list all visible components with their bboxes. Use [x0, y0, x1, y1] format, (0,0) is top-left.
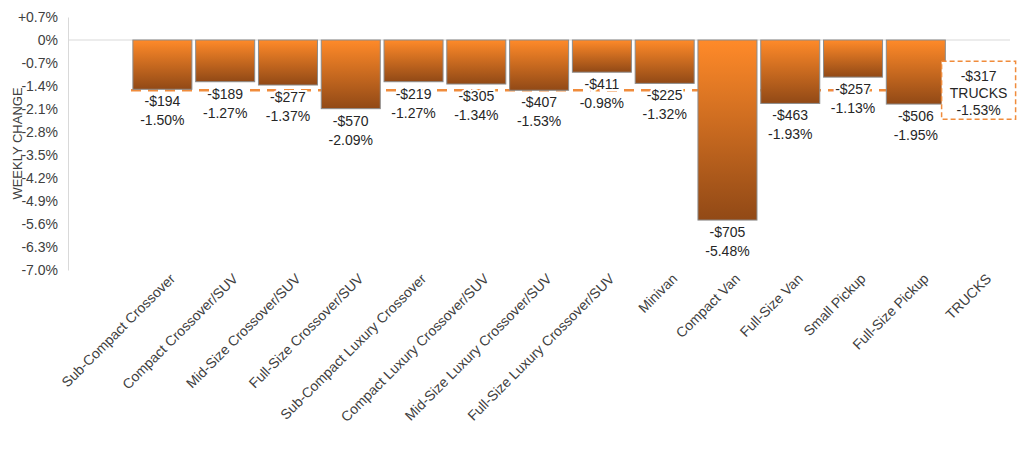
value-label: -1.13%	[831, 100, 875, 116]
bar	[321, 40, 380, 109]
dollar-label: -$407	[521, 94, 557, 110]
x-tick-label: Minivan	[635, 270, 680, 315]
bar	[447, 40, 506, 84]
x-tick-label: Full-Size Crossover/SUV	[246, 270, 367, 391]
y-tick: -2.1%	[21, 101, 68, 117]
y-tick: -5.6%	[21, 216, 68, 232]
x-tick: Full-Size Luxury Crossover/SUV	[464, 270, 618, 424]
x-tick: Full-Size Pickup	[849, 270, 931, 353]
y-tick: -0.7%	[21, 55, 68, 71]
value-label: -1.50%	[140, 112, 184, 128]
y-axis-title: WEEKLY CHANGE	[10, 87, 25, 200]
value-label: -5.48%	[705, 243, 749, 259]
x-tick: Minivan	[635, 270, 680, 316]
reference-box-frame	[942, 61, 1016, 119]
value-label: -2.09%	[329, 132, 373, 148]
dollar-label: -$705	[710, 224, 746, 240]
dollar-label: -$189	[207, 86, 243, 102]
dollar-label: -$225	[647, 87, 683, 103]
x-tick-label: Sub-Compact Crossover	[58, 270, 178, 390]
y-tick: 0%	[38, 32, 68, 48]
x-tick: Compact Crossover/SUV	[119, 270, 241, 392]
dollar-label: -$219	[396, 86, 432, 102]
bar	[510, 40, 569, 90]
y-tick: -6.3%	[21, 239, 68, 255]
y-tick: -1.4%	[21, 78, 68, 94]
value-label: -1.37%	[266, 108, 310, 124]
bar	[635, 40, 694, 83]
y-tick-label: 0%	[38, 32, 58, 48]
value-label: -1.27%	[203, 105, 247, 121]
value-label: -1.93%	[768, 126, 812, 142]
reference-label: -1.53%	[956, 102, 1000, 118]
x-tick-label: Full-Size Pickup	[849, 270, 931, 352]
reference-label: TRUCKS	[950, 85, 1008, 101]
y-tick-label: -6.3%	[21, 239, 58, 255]
y-tick-label: -1.4%	[21, 78, 58, 94]
value-label: -1.32%	[642, 106, 686, 122]
x-tick-label: Full-Size Van	[736, 270, 805, 339]
y-tick-label: -4.2%	[21, 170, 58, 186]
y-tick: -7.0%	[21, 262, 68, 278]
x-tick: Sub-Compact Crossover	[58, 270, 178, 390]
y-tick: -4.9%	[21, 193, 68, 209]
x-tick-label: Mid-Size Crossover/SUV	[183, 270, 304, 391]
y-tick-label: -0.7%	[21, 55, 58, 71]
dollar-label: -$305	[458, 88, 494, 104]
chart: +0.7% 0% -0.7% -1.4% -2.1% -2.8% -3.5% -4.2% -4.…	[0, 0, 1024, 462]
x-tick-label: Small Pickup	[800, 270, 869, 339]
y-tick-label: -4.9%	[21, 193, 58, 209]
x-tick: Mid-Size Crossover/SUV	[183, 270, 304, 391]
bar	[572, 40, 631, 72]
x-tick: Full-Size Van	[736, 270, 805, 340]
x-tick-label: Compact Van	[673, 270, 744, 341]
plot-area	[68, 40, 1010, 220]
x-tick: TRUCKS	[942, 270, 994, 322]
x-tick-label: Full-Size Luxury Crossover/SUV	[464, 270, 618, 424]
dollar-label: -$570	[333, 113, 369, 129]
value-label: -0.98%	[580, 95, 624, 111]
dollar-label: -$411	[585, 76, 620, 92]
data-labels: -$194 -1.50% -$189 -1.27% -$277 -1.37% -$570 -2…	[140, 76, 938, 259]
y-tick-label: -2.8%	[21, 124, 58, 140]
y-tick: -3.5%	[21, 147, 68, 163]
y-tick: -2.8%	[21, 124, 68, 140]
y-axis-line	[68, 18, 69, 271]
value-label: -1.95%	[894, 127, 938, 143]
y-tick-label: -3.5%	[21, 147, 58, 163]
reference-label: -$317	[961, 68, 997, 84]
dollar-label: -$194	[144, 93, 180, 109]
value-label: -1.34%	[454, 107, 498, 123]
bar	[196, 40, 255, 82]
dollar-label: -$506	[898, 108, 934, 124]
x-axis: Sub-Compact CrossoverCompact Crossover/S…	[58, 270, 994, 425]
bar	[698, 40, 757, 220]
y-tick-label: -7.0%	[21, 262, 58, 278]
value-label: -1.53%	[517, 113, 561, 129]
reference-box: -$317TRUCKS-1.53%	[942, 61, 1016, 119]
y-tick-label: -5.6%	[21, 216, 58, 232]
y-tick-label: +0.7%	[18, 9, 58, 25]
bar	[886, 40, 945, 104]
x-tick: Compact Van	[673, 270, 744, 341]
x-tick-label: TRUCKS	[942, 270, 994, 322]
y-tick: -4.2%	[21, 170, 68, 186]
y-tick-label: -2.1%	[21, 101, 58, 117]
y-tick: +0.7%	[18, 9, 68, 25]
bar	[824, 40, 883, 77]
dollar-label: -$277	[270, 89, 306, 105]
y-axis: +0.7% 0% -0.7% -1.4% -2.1% -2.8% -3.5% -4.2% -4.…	[18, 9, 69, 278]
bar	[258, 40, 317, 85]
dollar-label: -$257	[835, 81, 871, 97]
bar	[761, 40, 820, 103]
value-label: -1.27%	[391, 105, 435, 121]
bar	[384, 40, 443, 82]
x-tick-label: Compact Crossover/SUV	[119, 270, 241, 392]
x-tick: Small Pickup	[800, 270, 869, 339]
x-tick: Full-Size Crossover/SUV	[246, 270, 367, 391]
bar	[133, 40, 192, 89]
dollar-label: -$463	[772, 107, 808, 123]
